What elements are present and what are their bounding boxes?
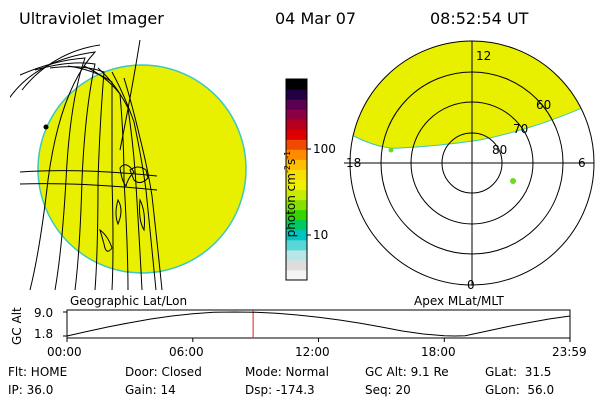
status-gain: Gain: 14 bbox=[125, 383, 176, 397]
status-mode: Mode: Normal bbox=[245, 365, 329, 379]
colorbar-swatch bbox=[286, 149, 307, 160]
status-seq: Seq: 20 bbox=[365, 383, 411, 397]
emission-spot bbox=[388, 147, 394, 153]
status-ip: IP: 36.0 bbox=[8, 383, 54, 397]
status-flight: Flt: HOME bbox=[8, 365, 68, 379]
altitude-series-line bbox=[66, 311, 571, 337]
mlt-label-6: 6 bbox=[578, 156, 586, 170]
colorbar-swatch bbox=[286, 129, 307, 140]
x-tick-label: 18:00 bbox=[421, 345, 456, 359]
y-tick-label-1.8: 1.8 bbox=[34, 327, 54, 341]
colorbar-tick-label-10: 10 bbox=[313, 228, 329, 242]
graticule bbox=[10, 40, 163, 290]
colorbar-swatch bbox=[286, 259, 307, 271]
status-glat: GLat: 31.5 bbox=[485, 365, 552, 379]
coastlines bbox=[43, 124, 149, 252]
x-tick-label: 06:00 bbox=[169, 345, 204, 359]
mlt-label-0: 0 bbox=[467, 278, 475, 292]
colorbar-frame bbox=[285, 78, 308, 281]
lat-label-80: 80 bbox=[492, 143, 508, 157]
x-tick-label: 12:00 bbox=[295, 345, 330, 359]
lat-label-70: 70 bbox=[513, 122, 529, 136]
colorbar-swatch bbox=[286, 159, 307, 170]
colorbar-swatch bbox=[286, 269, 307, 281]
colorbar-swatch bbox=[286, 89, 307, 100]
status-dsp: Dsp: -174.3 bbox=[245, 383, 315, 397]
earth-disk bbox=[37, 64, 247, 274]
mlt-label-12: 12 bbox=[476, 49, 492, 63]
colorbar-swatch bbox=[286, 189, 307, 201]
colorbar-swatch bbox=[286, 209, 307, 221]
colorbar-swatch bbox=[286, 199, 307, 211]
mlt-label-18: 18 bbox=[346, 156, 362, 170]
colorbar-swatch bbox=[286, 229, 307, 241]
lat-label-60: 60 bbox=[536, 98, 552, 112]
instrument-title: Ultraviolet Imager bbox=[19, 9, 164, 28]
oval-emission bbox=[350, 41, 594, 149]
y-tick-label-9: 9.0 bbox=[34, 306, 54, 320]
colorbar-tick-label-100: 100 bbox=[313, 142, 336, 156]
colorbar-swatch bbox=[286, 99, 307, 110]
colorbar-swatch bbox=[286, 169, 307, 180]
geo-label: Geographic Lat/Lon bbox=[70, 294, 188, 308]
colorbar-swatch bbox=[286, 119, 307, 130]
colorbar-swatch bbox=[286, 249, 307, 261]
chart-frame bbox=[66, 309, 571, 339]
x-tick-label: 23:59 bbox=[552, 345, 587, 359]
colorbar-swatch bbox=[286, 79, 307, 90]
polar-label: Apex MLat/MLT bbox=[414, 294, 504, 308]
date-label: 04 Mar 07 bbox=[275, 9, 357, 28]
colorbar-swatch bbox=[286, 109, 307, 120]
emission-spot bbox=[510, 178, 516, 184]
status-door: Door: Closed bbox=[125, 365, 202, 379]
colorbar-swatch bbox=[286, 219, 307, 231]
status-glon: GLon: 56.0 bbox=[485, 383, 555, 397]
colorbar-swatch bbox=[286, 179, 307, 191]
status-gc-alt: GC Alt: 9.1 Re bbox=[365, 365, 449, 379]
colorbar-swatch bbox=[286, 139, 307, 150]
chart-ylabel: GC Alt bbox=[10, 307, 24, 345]
colorbar-swatch bbox=[286, 239, 307, 251]
x-tick-label: 00:00 bbox=[47, 345, 82, 359]
time-label: 08:52:54 UT bbox=[430, 9, 529, 28]
